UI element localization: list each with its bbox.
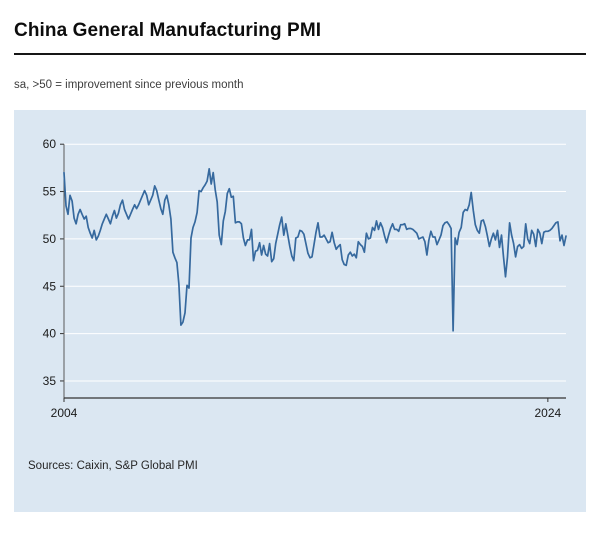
pmi-series-line	[63, 167, 567, 332]
sources-note: Sources: Caixin, S&P Global PMI	[28, 460, 198, 472]
chart-panel: 60 55 50 45 40 35 2004 2024 Sources: Caixin, S&…	[14, 110, 586, 512]
title-divider	[14, 53, 586, 55]
x-tick-label: 2024	[535, 406, 562, 420]
pmi-line-chart: 60 55 50 45 40 35 2004 2024	[43, 137, 567, 420]
y-tick-label: 45	[43, 279, 57, 293]
y-tick-label: 60	[43, 137, 57, 151]
chart-subtitle: sa, >50 = improvement since previous mon…	[14, 79, 244, 91]
y-tick-label: 50	[43, 232, 57, 246]
page-title: China General Manufacturing PMI	[14, 20, 322, 41]
y-tick-label: 35	[43, 374, 57, 388]
y-tick-label: 40	[43, 327, 57, 341]
x-tick-label: 2004	[51, 406, 78, 420]
y-tick-label: 55	[43, 185, 57, 199]
chart-header: China General Manufacturing PMI sa, >50 …	[14, 0, 586, 91]
